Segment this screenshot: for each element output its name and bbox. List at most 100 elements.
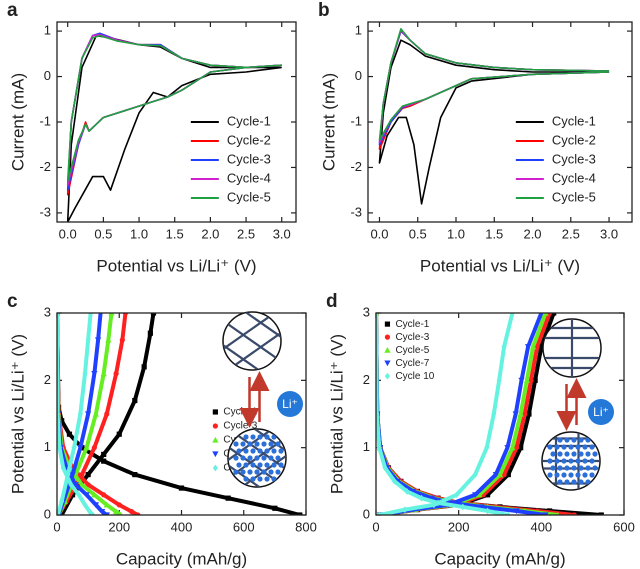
marker	[384, 372, 391, 380]
illustration-dot	[278, 462, 284, 468]
marker	[116, 502, 122, 508]
x-tick-label: 800	[295, 519, 317, 534]
x-tick-label: 1.0	[447, 226, 465, 241]
illustration-dot	[575, 458, 581, 464]
legend-label: Cycle-1	[552, 113, 596, 128]
marker	[94, 337, 102, 344]
marker	[431, 501, 437, 509]
marker	[98, 313, 103, 317]
plot-area	[66, 32, 282, 222]
x-axis-label: Potential vs Li/Li⁺ (V)	[420, 256, 580, 275]
marker	[529, 343, 537, 350]
marker	[79, 472, 85, 478]
y-tick-label: 1	[355, 23, 362, 38]
marker	[85, 472, 91, 478]
legend-label: Cycle-1	[223, 407, 257, 418]
x-tick-label: 600	[233, 519, 255, 534]
marker	[539, 313, 544, 317]
li-badge	[277, 391, 303, 417]
y-tick-label: 0	[44, 68, 51, 83]
y-tick-label: -3	[350, 204, 362, 219]
marker	[113, 371, 119, 377]
marker	[376, 410, 380, 418]
illustration-dot	[554, 458, 560, 464]
illustration-dot	[257, 462, 263, 468]
series-line	[66, 32, 282, 191]
marker	[85, 336, 91, 344]
marker	[491, 410, 497, 418]
illustration-dot	[278, 448, 284, 454]
marker	[556, 511, 560, 515]
illustration-dot	[261, 469, 267, 475]
marker	[509, 313, 515, 317]
illustration-dot	[547, 458, 553, 464]
x-tick-label: 0.0	[59, 226, 77, 241]
illustration-dot	[247, 455, 253, 461]
marker	[542, 512, 549, 515]
marker	[101, 492, 107, 498]
x-tick-label: 1.5	[166, 226, 184, 241]
x-tick-label: 2.5	[562, 226, 580, 241]
illustration-dot	[557, 451, 563, 457]
illustration-dot	[592, 451, 598, 457]
li-badge-label: Li⁺	[282, 397, 298, 411]
marker	[59, 498, 65, 505]
illustration-dot	[585, 465, 591, 471]
marker	[501, 343, 507, 351]
illustration-stripe	[230, 312, 281, 349]
series-line	[378, 39, 610, 205]
x-tick-label: 3.0	[600, 226, 618, 241]
y-tick-label: 0	[44, 506, 51, 521]
marker	[90, 511, 96, 515]
y-axis-label: Current (mA)	[8, 73, 27, 171]
legend-label: Cycle-5	[395, 345, 429, 356]
marker	[212, 464, 218, 472]
marker	[82, 370, 88, 377]
illustration-dot	[589, 458, 595, 464]
x-tick-label: 0.0	[370, 226, 388, 241]
y-tick-label: 1	[44, 23, 51, 38]
illustration-dot	[271, 476, 277, 482]
illustration-dot	[561, 472, 567, 478]
legend-label: Cycle-7	[395, 358, 429, 369]
y-tick-label: 1	[363, 439, 370, 454]
marker	[297, 512, 303, 515]
marker	[104, 411, 110, 417]
legend-label: Cycle-1	[395, 319, 429, 330]
illustration-dot	[578, 479, 584, 485]
illustration-dot	[264, 448, 270, 454]
y-tick-label: -1	[350, 113, 362, 128]
marker	[212, 451, 219, 458]
marker	[524, 344, 532, 350]
marker	[478, 504, 485, 511]
series-line	[378, 28, 610, 141]
marker	[57, 444, 63, 452]
marker	[116, 431, 122, 437]
marker	[76, 491, 82, 499]
marker	[212, 423, 218, 429]
marker	[101, 458, 107, 464]
legend-label: Cycle-3	[227, 151, 271, 166]
marker	[119, 337, 125, 343]
marker	[460, 503, 466, 511]
illustration-dot	[268, 441, 274, 447]
marker	[512, 411, 519, 418]
illustration-dot	[243, 462, 249, 468]
y-tick-label: 0	[363, 506, 370, 521]
marker	[518, 377, 525, 384]
legend-label: Cycle-5	[552, 189, 596, 204]
marker	[132, 472, 138, 478]
marker	[103, 512, 110, 515]
marker	[513, 508, 520, 515]
marker	[91, 445, 97, 451]
marker	[87, 508, 93, 515]
x-tick-label: 0	[53, 519, 60, 534]
x-tick-label: 1.0	[130, 226, 148, 241]
x-axis-label: Capacity (mAh/g)	[434, 549, 565, 568]
illustration-dot	[575, 444, 581, 450]
x-tick-label: 600	[613, 519, 635, 534]
illustration-dot	[571, 465, 577, 471]
marker	[72, 482, 79, 488]
illustration-dot	[250, 448, 256, 454]
